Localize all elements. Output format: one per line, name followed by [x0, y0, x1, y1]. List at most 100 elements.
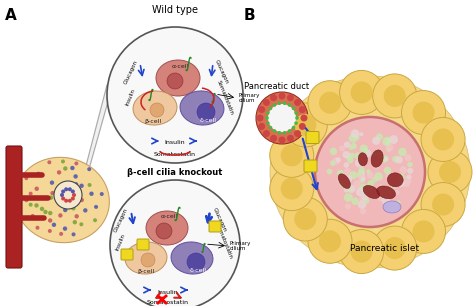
Circle shape	[344, 168, 351, 176]
Circle shape	[294, 111, 298, 115]
Circle shape	[346, 185, 351, 190]
Circle shape	[36, 226, 39, 230]
Circle shape	[412, 102, 435, 124]
Circle shape	[403, 176, 411, 185]
Circle shape	[372, 137, 380, 145]
Circle shape	[68, 187, 72, 191]
Circle shape	[376, 133, 383, 140]
Circle shape	[43, 210, 48, 214]
Circle shape	[361, 194, 368, 201]
Circle shape	[299, 106, 306, 113]
Ellipse shape	[180, 91, 224, 125]
Circle shape	[374, 164, 380, 170]
Circle shape	[407, 168, 413, 174]
Circle shape	[187, 253, 205, 271]
Circle shape	[266, 121, 270, 125]
Text: Glucagon: Glucagon	[123, 59, 139, 85]
Circle shape	[354, 135, 359, 140]
Ellipse shape	[133, 91, 177, 125]
Text: Somatostatin: Somatostatin	[154, 152, 196, 158]
Circle shape	[93, 218, 97, 222]
Circle shape	[357, 172, 363, 178]
Circle shape	[273, 103, 276, 107]
Circle shape	[74, 214, 79, 218]
Circle shape	[74, 201, 79, 205]
Circle shape	[373, 226, 417, 270]
Text: Pancreatic islet: Pancreatic islet	[350, 244, 419, 253]
Circle shape	[74, 182, 78, 187]
Circle shape	[28, 203, 33, 207]
Text: Somatostatin: Somatostatin	[216, 80, 234, 116]
Circle shape	[49, 196, 53, 200]
Circle shape	[343, 151, 350, 159]
Circle shape	[377, 152, 383, 158]
Circle shape	[358, 200, 366, 209]
Circle shape	[367, 180, 374, 187]
Ellipse shape	[125, 242, 167, 274]
Circle shape	[156, 223, 172, 239]
Circle shape	[332, 158, 340, 165]
Circle shape	[308, 219, 352, 263]
Ellipse shape	[358, 153, 367, 166]
FancyBboxPatch shape	[137, 239, 149, 250]
Ellipse shape	[270, 76, 470, 268]
Circle shape	[80, 198, 84, 202]
Text: B: B	[244, 8, 255, 23]
Circle shape	[345, 203, 351, 209]
Circle shape	[351, 241, 373, 263]
Circle shape	[353, 180, 362, 188]
Circle shape	[283, 197, 327, 241]
Circle shape	[270, 133, 314, 177]
Circle shape	[57, 170, 61, 175]
Circle shape	[407, 162, 413, 167]
Circle shape	[24, 198, 28, 202]
Circle shape	[63, 226, 67, 231]
Circle shape	[344, 162, 349, 168]
Circle shape	[394, 190, 400, 195]
Circle shape	[270, 94, 277, 101]
Circle shape	[270, 167, 314, 211]
Circle shape	[54, 181, 82, 209]
Circle shape	[327, 169, 332, 174]
Circle shape	[336, 157, 341, 162]
Circle shape	[399, 173, 405, 179]
Circle shape	[58, 213, 63, 218]
Text: Primary
cilium: Primary cilium	[230, 241, 251, 252]
Circle shape	[283, 103, 327, 147]
Ellipse shape	[377, 186, 395, 199]
Circle shape	[366, 169, 371, 174]
Circle shape	[397, 180, 404, 187]
Text: A: A	[5, 8, 17, 23]
Circle shape	[283, 101, 286, 105]
Circle shape	[354, 152, 361, 159]
Circle shape	[283, 131, 286, 135]
Circle shape	[61, 159, 65, 163]
Circle shape	[351, 197, 359, 205]
Circle shape	[63, 208, 67, 212]
Circle shape	[315, 117, 425, 227]
Circle shape	[292, 106, 295, 110]
Circle shape	[50, 181, 54, 185]
Circle shape	[385, 171, 394, 180]
Circle shape	[263, 99, 270, 106]
Circle shape	[72, 193, 76, 197]
Circle shape	[386, 148, 391, 152]
Text: Insulin: Insulin	[164, 140, 185, 145]
Circle shape	[374, 176, 378, 181]
Circle shape	[87, 167, 91, 171]
Circle shape	[432, 193, 454, 215]
Circle shape	[89, 192, 94, 196]
Circle shape	[356, 188, 365, 196]
Circle shape	[60, 193, 64, 197]
Circle shape	[278, 101, 281, 105]
Circle shape	[288, 103, 292, 107]
Circle shape	[36, 172, 41, 176]
Circle shape	[359, 132, 364, 136]
Circle shape	[384, 157, 388, 161]
Circle shape	[360, 184, 368, 192]
Circle shape	[150, 103, 164, 117]
Circle shape	[432, 129, 454, 151]
Circle shape	[340, 182, 345, 187]
Circle shape	[107, 27, 243, 163]
Circle shape	[378, 184, 384, 190]
